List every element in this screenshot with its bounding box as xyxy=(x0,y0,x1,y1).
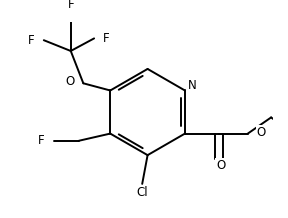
Text: O: O xyxy=(65,75,74,88)
Text: O: O xyxy=(257,126,266,139)
Text: N: N xyxy=(188,80,196,92)
Text: F: F xyxy=(103,32,110,45)
Text: O: O xyxy=(216,159,226,172)
Text: F: F xyxy=(67,0,74,12)
Text: F: F xyxy=(28,34,35,47)
Text: Cl: Cl xyxy=(137,186,148,199)
Text: F: F xyxy=(38,134,45,147)
